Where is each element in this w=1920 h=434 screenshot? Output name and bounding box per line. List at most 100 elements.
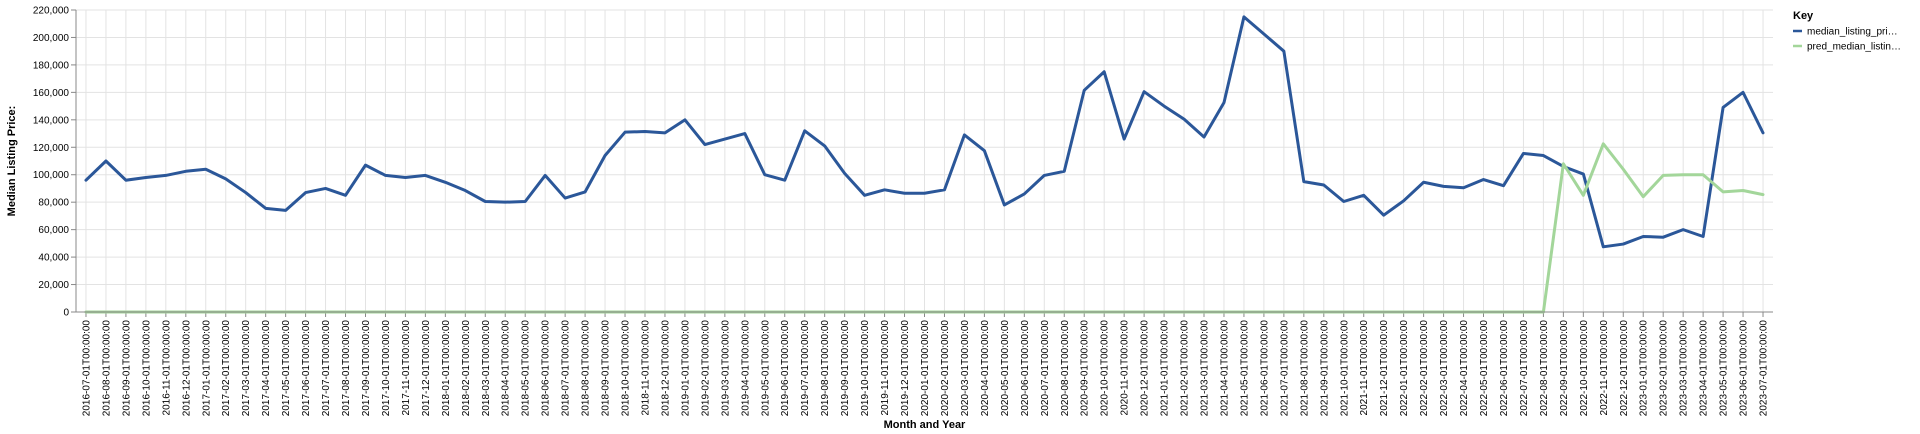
y-tick-label: 100,000 (33, 170, 70, 181)
x-tick-label: 2018-02-01T00:00:00 (461, 320, 472, 417)
x-tick-label: 2016-09-01T00:00:00 (121, 320, 132, 417)
y-axis-ticks: 0 20,000 40,000 60,000 80,000 100,000 120,000 1… (33, 6, 76, 319)
x-tick-label: 2019-09-01T00:00:00 (840, 320, 851, 417)
y-tick-label: 120,000 (33, 143, 70, 154)
x-tick-label: 2017-11-01T00:00:00 (401, 320, 412, 416)
x-tick-label: 2021-09-01T00:00:00 (1319, 320, 1330, 417)
y-tick-label: 180,000 (33, 60, 70, 71)
x-tick-label: 2023-06-01T00:00:00 (1739, 320, 1750, 417)
x-tick-label: 2021-05-01T00:00:00 (1239, 320, 1250, 417)
y-tick-label: 60,000 (38, 225, 69, 236)
x-tick-label: 2016-10-01T00:00:00 (141, 320, 152, 417)
series-line-1 (84, 15, 1765, 249)
x-tick-label: 2018-04-01T00:00:00 (501, 320, 512, 417)
chart-legend: Key median_listing_pri… pred_median_listi… (1793, 10, 1901, 53)
x-tick-label: 2022-06-01T00:00:00 (1499, 320, 1510, 417)
x-tick-label: 2020-12-01T00:00:00 (1140, 320, 1151, 417)
x-tick-label: 2020-03-01T00:00:00 (960, 320, 971, 417)
x-tick-label: 2019-11-01T00:00:00 (880, 320, 891, 416)
x-tick-label: 2020-08-01T00:00:00 (1060, 320, 1071, 417)
x-tick-label: 2021-02-01T00:00:00 (1180, 320, 1191, 417)
x-tick-label: 2018-11-01T00:00:00 (640, 320, 651, 416)
x-tick-label: 2023-03-01T00:00:00 (1679, 320, 1690, 417)
x-tick-label: 2019-03-01T00:00:00 (720, 320, 731, 417)
y-axis-title: Median Listing Price: (6, 106, 18, 217)
x-tick-label: 2022-09-01T00:00:00 (1559, 320, 1570, 417)
x-tick-label: 2017-03-01T00:00:00 (241, 320, 252, 417)
x-tick-label: 2017-12-01T00:00:00 (421, 320, 432, 417)
x-tick-label: 2020-11-01T00:00:00 (1120, 320, 1131, 416)
x-tick-label: 2019-07-01T00:00:00 (800, 320, 811, 417)
x-tick-label: 2021-12-01T00:00:00 (1379, 320, 1390, 417)
x-tick-label: 2020-09-01T00:00:00 (1080, 320, 1091, 417)
x-tick-label: 2023-07-01T00:00:00 (1759, 320, 1770, 417)
x-tick-label: 2020-10-01T00:00:00 (1100, 320, 1111, 417)
x-tick-label: 2019-02-01T00:00:00 (700, 320, 711, 417)
x-tick-label: 2022-07-01T00:00:00 (1519, 320, 1530, 417)
x-tick-label: 2020-02-01T00:00:00 (940, 320, 951, 417)
y-tick-label: 0 (63, 308, 69, 319)
x-tick-label: 2018-05-01T00:00:00 (521, 320, 532, 417)
x-tick-label: 2019-10-01T00:00:00 (860, 320, 871, 417)
x-tick-label: 2017-04-01T00:00:00 (261, 320, 272, 417)
x-tick-label: 2021-11-01T00:00:00 (1359, 320, 1370, 416)
x-tick-label: 2022-08-01T00:00:00 (1539, 320, 1550, 417)
x-tick-label: 2019-05-01T00:00:00 (760, 320, 771, 417)
x-tick-label: 2018-01-01T00:00:00 (441, 320, 452, 417)
x-tick-label: 2022-02-01T00:00:00 (1419, 320, 1430, 417)
x-tick-label: 2018-12-01T00:00:00 (660, 320, 671, 417)
x-tick-label: 2018-07-01T00:00:00 (561, 320, 572, 417)
x-tick-label: 2022-05-01T00:00:00 (1479, 320, 1490, 417)
x-tick-label: 2017-01-01T00:00:00 (201, 320, 212, 417)
x-tick-label: 2019-12-01T00:00:00 (900, 320, 911, 417)
x-tick-label: 2020-07-01T00:00:00 (1040, 320, 1051, 417)
y-tick-label: 200,000 (33, 33, 70, 44)
legend-entry-label: pred_median_listin… (1807, 42, 1901, 53)
x-tick-label: 2021-10-01T00:00:00 (1339, 320, 1350, 417)
y-tick-label: 80,000 (38, 198, 69, 209)
x-tick-label: 2021-08-01T00:00:00 (1299, 320, 1310, 417)
x-tick-label: 2017-02-01T00:00:00 (221, 320, 232, 417)
x-tick-label: 2018-08-01T00:00:00 (581, 320, 592, 417)
x-tick-label: 2018-03-01T00:00:00 (481, 320, 492, 417)
x-tick-label: 2022-12-01T00:00:00 (1619, 320, 1630, 417)
x-tick-label: 2020-06-01T00:00:00 (1020, 320, 1031, 417)
x-tick-label: 2017-09-01T00:00:00 (361, 320, 372, 417)
legend-entry-label: median_listing_pri… (1807, 27, 1898, 38)
x-tick-label: 2022-04-01T00:00:00 (1459, 320, 1470, 417)
x-tick-label: 2018-09-01T00:00:00 (601, 320, 612, 417)
x-tick-label: 2019-01-01T00:00:00 (680, 320, 691, 417)
x-tick-label: 2021-03-01T00:00:00 (1200, 320, 1211, 417)
x-tick-label: 2020-05-01T00:00:00 (1000, 320, 1011, 417)
x-tick-label: 2016-11-01T00:00:00 (161, 320, 172, 416)
y-tick-label: 220,000 (33, 6, 70, 17)
x-tick-label: 2017-08-01T00:00:00 (341, 320, 352, 417)
x-tick-label: 2020-01-01T00:00:00 (920, 320, 931, 417)
y-tick-label: 20,000 (38, 280, 69, 291)
x-tick-label: 2021-04-01T00:00:00 (1219, 320, 1230, 417)
x-tick-label: 2021-06-01T00:00:00 (1259, 320, 1270, 417)
x-tick-label: 2017-05-01T00:00:00 (281, 320, 292, 417)
x-tick-label: 2022-01-01T00:00:00 (1399, 320, 1410, 417)
x-tick-label: 2016-12-01T00:00:00 (181, 320, 192, 417)
x-tick-label: 2023-01-01T00:00:00 (1639, 320, 1650, 417)
y-tick-label: 40,000 (38, 253, 69, 264)
x-tick-label: 2023-02-01T00:00:00 (1659, 320, 1670, 417)
x-tick-label: 2016-08-01T00:00:00 (101, 320, 112, 417)
x-tick-label: 2016-07-01T00:00:00 (81, 320, 92, 417)
x-tick-label: 2017-06-01T00:00:00 (301, 320, 312, 417)
x-tick-label: 2017-07-01T00:00:00 (321, 320, 332, 417)
legend-title: Key (1793, 10, 1814, 22)
x-tick-label: 2021-01-01T00:00:00 (1160, 320, 1171, 417)
x-tick-label: 2022-03-01T00:00:00 (1439, 320, 1450, 417)
x-tick-label: 2023-05-01T00:00:00 (1719, 320, 1730, 417)
x-tick-label: 2019-08-01T00:00:00 (820, 320, 831, 417)
y-tick-label: 140,000 (33, 115, 70, 126)
x-axis-title: Month and Year (884, 419, 966, 431)
x-tick-label: 2019-06-01T00:00:00 (780, 320, 791, 417)
x-tick-label: 2018-06-01T00:00:00 (541, 320, 552, 417)
x-tick-label: 2020-04-01T00:00:00 (980, 320, 991, 417)
x-axis-ticks: 2016-07-01T00:00:00 2016-08-01T00:00:00 20… (81, 312, 1770, 417)
x-tick-label: 2017-10-01T00:00:00 (381, 320, 392, 417)
